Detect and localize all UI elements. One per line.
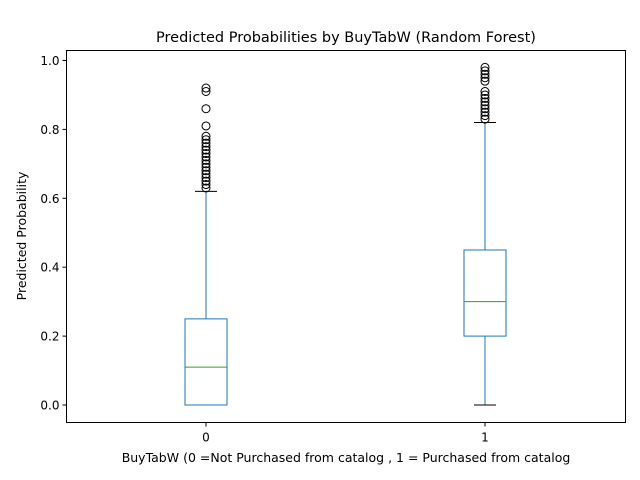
box-iqr	[184, 318, 228, 406]
y-tick-label: 0.6	[40, 192, 59, 206]
outlier-point	[201, 142, 211, 152]
outlier-point	[480, 76, 490, 86]
outlier-point	[201, 87, 211, 97]
outlier-point	[480, 90, 490, 100]
outlier-point	[201, 138, 211, 148]
outlier-point	[201, 169, 211, 179]
outlier-point	[201, 155, 211, 165]
outlier-point	[480, 66, 490, 76]
outlier-point	[480, 111, 490, 121]
outlier-point	[201, 180, 211, 190]
x-tick-label: 0	[202, 431, 210, 445]
outlier-point	[480, 114, 490, 124]
x-axis-label: BuyTabW (0 =Not Purchased from catalog ,…	[122, 450, 571, 465]
outlier-point	[201, 104, 211, 114]
y-tick-label: 0.8	[40, 123, 59, 137]
outlier-point	[201, 183, 211, 193]
outlier-point	[480, 73, 490, 83]
plot-frame	[66, 50, 626, 423]
outlier-point	[480, 97, 490, 107]
plot-area: 0.0 0.2 0.4 0.6 0.8 1.0 0 1	[40, 54, 507, 445]
outlier-point	[201, 176, 211, 186]
outlier-point	[201, 83, 211, 93]
outlier-point	[201, 152, 211, 162]
outlier-point	[480, 104, 490, 114]
x-tick-label: 1	[481, 431, 489, 445]
outlier-point	[201, 121, 211, 131]
outlier-point	[480, 107, 490, 117]
outlier-point	[201, 159, 211, 169]
outlier-point	[480, 93, 490, 103]
outlier-point	[201, 162, 211, 172]
y-tick-label: 1.0	[40, 54, 59, 68]
outlier-point	[480, 100, 490, 110]
outlier-point	[201, 131, 211, 141]
y-tick-label: 0.0	[40, 399, 59, 413]
outlier-point	[201, 166, 211, 176]
outlier-point	[480, 69, 490, 79]
outlier-point	[201, 135, 211, 145]
outlier-point	[201, 145, 211, 155]
y-axis-label: Predicted Probability	[14, 171, 29, 300]
y-tick-label: 0.4	[40, 261, 59, 275]
box-iqr	[463, 249, 507, 337]
outlier-point	[201, 173, 211, 183]
outlier-point	[480, 62, 490, 72]
outlier-point	[480, 87, 490, 97]
y-tick-label: 0.2	[40, 330, 59, 344]
outlier-point	[201, 149, 211, 159]
chart-title: Predicted Probabilities by BuyTabW (Rand…	[156, 30, 536, 46]
